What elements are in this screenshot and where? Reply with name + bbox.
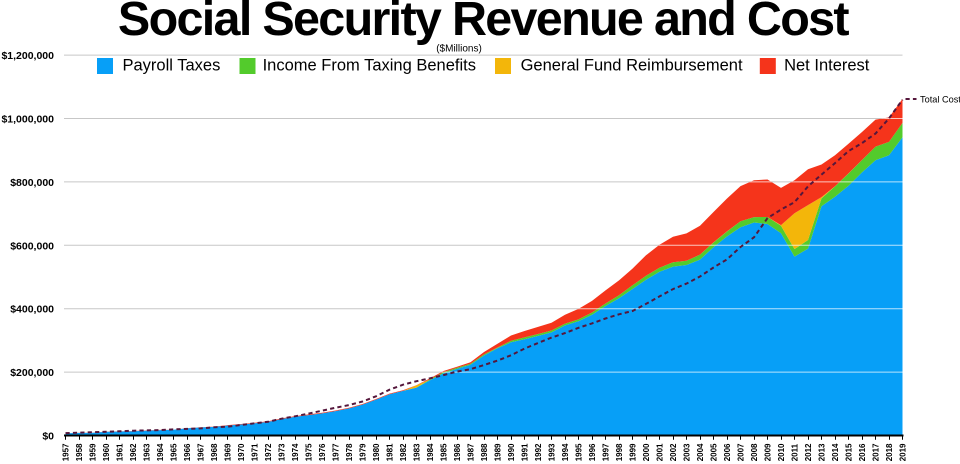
svg-text:1992: 1992: [534, 443, 543, 461]
svg-text:2000: 2000: [642, 443, 651, 461]
svg-text:2009: 2009: [764, 443, 773, 461]
svg-text:Payroll Taxes: Payroll Taxes: [123, 57, 221, 75]
svg-text:1987: 1987: [467, 443, 476, 461]
svg-text:$1,200,000: $1,200,000: [1, 50, 54, 62]
svg-text:2019: 2019: [899, 443, 908, 461]
svg-text:1984: 1984: [426, 443, 435, 461]
svg-text:1965: 1965: [170, 443, 179, 461]
svg-text:Net Interest: Net Interest: [784, 57, 870, 75]
svg-text:1973: 1973: [278, 443, 287, 461]
svg-text:1972: 1972: [264, 443, 273, 461]
svg-text:1964: 1964: [156, 443, 165, 461]
svg-text:1971: 1971: [251, 443, 260, 461]
svg-text:1988: 1988: [480, 443, 489, 461]
svg-text:1999: 1999: [629, 443, 638, 461]
svg-text:1986: 1986: [453, 443, 462, 461]
svg-text:$200,000: $200,000: [10, 367, 54, 379]
svg-text:1994: 1994: [561, 443, 570, 461]
svg-text:1985: 1985: [440, 443, 449, 461]
svg-text:1962: 1962: [129, 443, 138, 461]
svg-text:1995: 1995: [575, 443, 584, 461]
svg-text:2006: 2006: [723, 443, 732, 461]
svg-text:2018: 2018: [885, 443, 894, 461]
svg-text:Total Cost: Total Cost: [920, 95, 960, 105]
svg-text:1961: 1961: [116, 443, 125, 461]
svg-text:1976: 1976: [318, 443, 327, 461]
svg-text:1990: 1990: [507, 443, 516, 461]
svg-text:2010: 2010: [777, 443, 786, 461]
svg-text:1960: 1960: [102, 443, 111, 461]
svg-text:1996: 1996: [588, 443, 597, 461]
svg-text:1975: 1975: [305, 443, 314, 461]
svg-text:2003: 2003: [683, 443, 692, 461]
svg-text:2017: 2017: [872, 443, 881, 461]
svg-text:($Millions): ($Millions): [436, 44, 482, 55]
svg-text:2002: 2002: [669, 443, 678, 461]
svg-text:1967: 1967: [197, 443, 206, 461]
svg-text:1979: 1979: [359, 443, 368, 461]
svg-text:$400,000: $400,000: [10, 304, 54, 316]
svg-text:2011: 2011: [791, 443, 800, 461]
svg-text:1980: 1980: [372, 443, 381, 461]
svg-text:1959: 1959: [89, 443, 98, 461]
svg-text:1983: 1983: [413, 443, 422, 461]
svg-text:1989: 1989: [494, 443, 503, 461]
svg-text:1991: 1991: [521, 443, 530, 461]
svg-text:$0: $0: [42, 431, 54, 443]
svg-text:1969: 1969: [224, 443, 233, 461]
svg-text:1981: 1981: [386, 443, 395, 461]
svg-text:1997: 1997: [602, 443, 611, 461]
svg-text:2016: 2016: [858, 443, 867, 461]
svg-text:1970: 1970: [237, 443, 246, 461]
svg-text:2015: 2015: [845, 443, 854, 461]
svg-text:2008: 2008: [750, 443, 759, 461]
svg-text:1982: 1982: [399, 443, 408, 461]
svg-text:2005: 2005: [710, 443, 719, 461]
svg-text:2013: 2013: [818, 443, 827, 461]
svg-text:Income From Taxing Benefits: Income From Taxing Benefits: [263, 57, 476, 75]
svg-text:2014: 2014: [831, 443, 840, 461]
svg-text:2004: 2004: [696, 443, 705, 461]
svg-text:Social Security Revenue and Co: Social Security Revenue and Cost: [118, 0, 849, 46]
svg-text:1974: 1974: [291, 443, 300, 461]
svg-text:General Fund Reimbursement: General Fund Reimbursement: [521, 57, 743, 75]
svg-text:2007: 2007: [737, 443, 746, 461]
svg-text:1968: 1968: [210, 443, 219, 461]
svg-text:$600,000: $600,000: [10, 240, 54, 252]
svg-text:2001: 2001: [656, 443, 665, 461]
svg-text:$800,000: $800,000: [10, 177, 54, 189]
svg-text:1966: 1966: [183, 443, 192, 461]
svg-text:2012: 2012: [804, 443, 813, 461]
svg-text:1998: 1998: [615, 443, 624, 461]
svg-text:1978: 1978: [345, 443, 354, 461]
svg-text:1957: 1957: [62, 443, 71, 461]
svg-text:$1,000,000: $1,000,000: [1, 114, 54, 126]
svg-text:1963: 1963: [143, 443, 152, 461]
svg-text:1977: 1977: [332, 443, 341, 461]
svg-text:1958: 1958: [75, 443, 84, 461]
svg-text:1993: 1993: [548, 443, 557, 461]
